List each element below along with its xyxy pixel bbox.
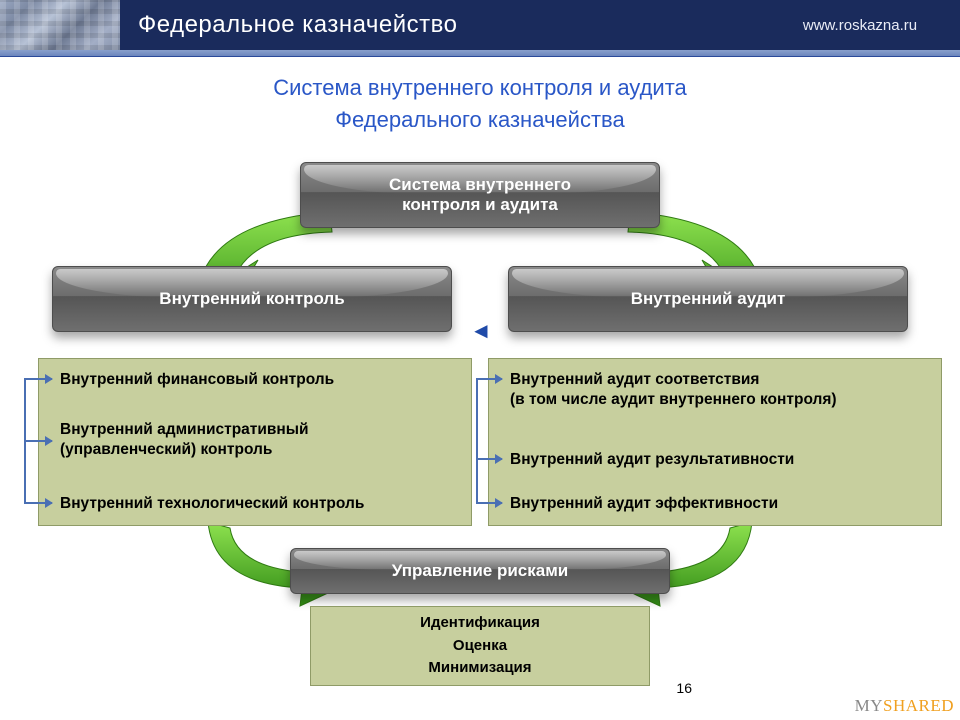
wire: [24, 378, 52, 380]
risk-step-3: Минимизация: [420, 657, 540, 680]
page-number: 16: [676, 680, 692, 696]
box-risk-management: Управление рисками: [290, 548, 670, 594]
wire: [476, 458, 502, 460]
watermark: MYSHARED: [855, 696, 954, 716]
box-internal-audit: Внутренний аудит: [508, 266, 908, 332]
wire: [476, 378, 478, 504]
risk-steps-text: Идентификация Оценка Минимизация: [420, 612, 540, 680]
box-system: Система внутреннего контроля и аудита: [300, 162, 660, 228]
audit-item-3: Внутренний аудит эффективности: [510, 494, 778, 514]
wire: [24, 440, 52, 442]
wire: [476, 378, 502, 380]
separator-arrow-icon: ◄: [470, 318, 492, 344]
wire: [476, 502, 502, 504]
wire: [24, 502, 52, 504]
control-item-2: Внутренний административный (управленчес…: [60, 420, 309, 460]
watermark-color: SHARED: [883, 696, 954, 715]
risk-step-1: Идентификация: [420, 612, 540, 635]
audit-item-1: Внутренний аудит соответствия (в том чис…: [510, 370, 837, 410]
risk-step-2: Оценка: [420, 635, 540, 658]
control-item-1: Внутренний финансовый контроль: [60, 370, 334, 390]
slide-canvas: Федеральное казначейство www.roskazna.ru…: [0, 0, 960, 720]
control-item-3: Внутренний технологический контроль: [60, 494, 364, 514]
box-internal-control: Внутренний контроль: [52, 266, 452, 332]
panel-risk-steps: Идентификация Оценка Минимизация: [310, 606, 650, 686]
watermark-gray: MY: [855, 696, 883, 715]
audit-item-2: Внутренний аудит результативности: [510, 450, 794, 470]
